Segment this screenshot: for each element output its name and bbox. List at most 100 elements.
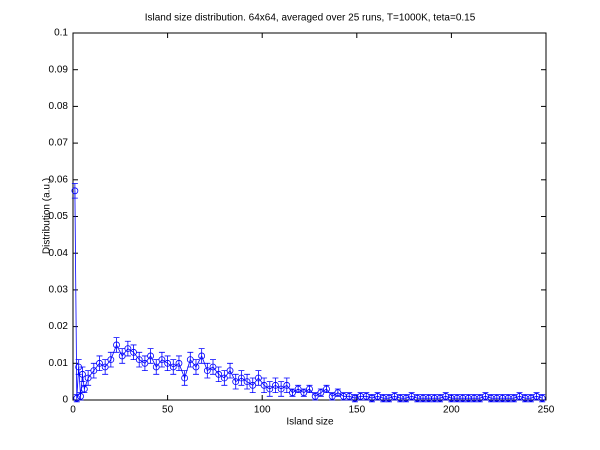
data-point — [266, 385, 274, 393]
error-bar — [334, 388, 341, 397]
error-bar — [465, 394, 472, 403]
y-axis-label: Distribution (a.u.) — [42, 178, 53, 254]
data-point — [181, 374, 189, 382]
error-bar — [323, 384, 330, 394]
error-bar — [215, 366, 222, 383]
error-bar — [136, 351, 143, 368]
data-point — [124, 345, 132, 353]
error-bar — [374, 392, 381, 401]
data-point — [107, 356, 115, 364]
data-point — [164, 359, 172, 367]
error-bar — [289, 388, 296, 397]
error-bar — [397, 394, 404, 403]
data-point — [147, 352, 154, 360]
error-bar — [488, 394, 495, 403]
x-tick-label: 0 — [70, 405, 76, 416]
data-point — [158, 356, 166, 364]
data-point — [260, 381, 268, 389]
error-bar — [357, 392, 364, 401]
error-bar — [414, 394, 421, 403]
error-bar — [402, 394, 409, 403]
error-bar — [244, 373, 251, 390]
error-bar — [181, 370, 188, 386]
error-bar — [312, 392, 319, 401]
data-point — [226, 367, 234, 375]
error-bar — [454, 394, 461, 403]
x-tick-label: 150 — [348, 405, 365, 416]
error-bar — [198, 348, 205, 364]
error-bar — [442, 392, 449, 401]
data-point — [237, 374, 245, 382]
error-bar — [272, 377, 279, 394]
error-bar — [130, 344, 137, 361]
error-bar — [391, 392, 398, 401]
data-point — [175, 359, 183, 367]
error-bar — [340, 392, 347, 401]
error-bar — [533, 392, 540, 401]
x-tick-label: 250 — [538, 405, 555, 416]
error-bar — [124, 340, 131, 357]
error-bar — [158, 351, 165, 368]
error-bar — [141, 355, 148, 372]
error-bar — [476, 394, 483, 403]
data-point — [80, 385, 88, 393]
error-bar — [300, 388, 307, 397]
error-bar — [107, 351, 114, 368]
error-bar — [204, 362, 211, 379]
error-bar — [238, 370, 245, 386]
error-bar — [385, 394, 392, 403]
error-bar — [71, 183, 78, 199]
error-bar — [170, 359, 177, 375]
y-tick-label: 0.02 — [49, 321, 69, 332]
data-point — [96, 359, 103, 367]
data-point — [232, 378, 240, 386]
error-bar — [96, 355, 103, 372]
error-bar — [113, 337, 120, 353]
error-bar — [346, 392, 353, 401]
y-tick-label: 0.04 — [49, 248, 69, 259]
y-tick-label: 0.07 — [49, 138, 69, 149]
chart-title: Island size distribution. 64x64, average… — [145, 13, 476, 24]
data-point — [79, 370, 86, 378]
error-bar — [90, 362, 97, 379]
error-bar — [363, 392, 370, 401]
error-bar — [227, 362, 234, 379]
error-bar — [73, 394, 80, 403]
error-bar — [255, 370, 262, 386]
data-point — [277, 385, 285, 393]
data-point — [73, 394, 81, 402]
y-tick-label: 0.09 — [49, 64, 69, 75]
error-bar — [527, 394, 534, 403]
error-bar — [505, 394, 512, 403]
data-point — [323, 385, 330, 393]
y-tick-label: 0.01 — [49, 358, 69, 369]
error-bar — [85, 370, 92, 386]
error-bar — [516, 392, 523, 401]
plot-frame — [72, 32, 547, 401]
error-bar — [306, 384, 313, 394]
error-bar — [187, 351, 194, 368]
x-tick-label: 50 — [162, 405, 174, 416]
error-bar — [147, 348, 154, 364]
data-point — [169, 363, 177, 371]
x-tick-label: 200 — [443, 405, 460, 416]
error-bar — [79, 366, 86, 383]
error-bar — [278, 381, 285, 397]
error-bar — [539, 394, 546, 403]
error-bar — [425, 394, 432, 403]
error-bar — [499, 394, 506, 403]
y-tick-label: 0.1 — [54, 28, 68, 39]
error-bar — [431, 394, 438, 403]
error-bar — [510, 394, 517, 403]
y-tick-label: 0.03 — [49, 285, 69, 296]
error-bar — [221, 370, 228, 386]
error-bar — [153, 359, 160, 375]
error-bar — [380, 394, 387, 403]
data-point — [215, 370, 223, 378]
data-point — [192, 363, 200, 371]
data-point — [198, 352, 206, 360]
error-bar — [283, 377, 290, 394]
y-tick-label: 0.05 — [49, 211, 69, 222]
error-bar — [420, 394, 427, 403]
